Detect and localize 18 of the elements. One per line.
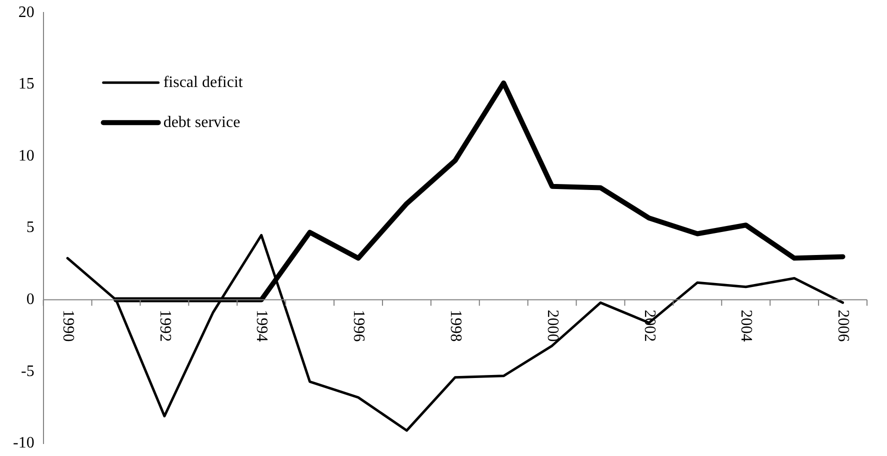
y-tick-label: -5 [21,362,34,380]
x-tick-label: 2000 [544,310,561,342]
legend-label: fiscal deficit [163,74,244,91]
x-tick-label: 1994 [253,310,270,342]
x-tick-label: 1996 [350,310,368,342]
y-tick-label: 0 [26,291,34,308]
x-tick-label: 2004 [738,310,755,342]
x-tick-label: 1990 [59,310,76,342]
y-tick-label: 5 [26,219,34,236]
y-tick-label: 10 [18,147,34,164]
x-tick-label: 2002 [640,310,658,342]
y-tick-label: 15 [18,76,34,93]
y-tick-label: 20 [18,4,34,21]
x-tick-label: 2006 [834,310,852,342]
x-tick-label: 1992 [156,310,174,342]
y-tick-label: -10 [13,434,34,452]
x-tick-label: 1998 [446,310,464,342]
legend-label: debt service [163,114,240,131]
